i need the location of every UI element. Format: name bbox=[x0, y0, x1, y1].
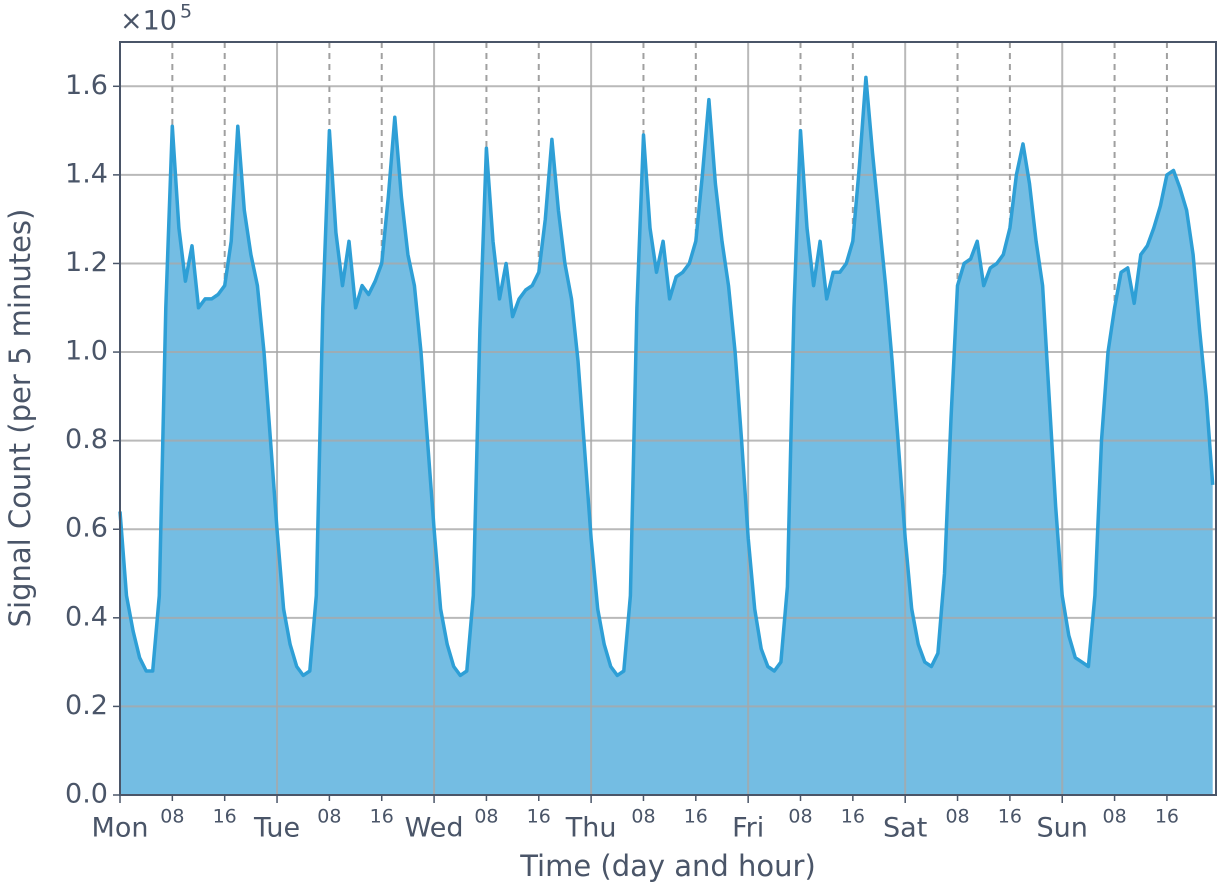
line bbox=[118, 75, 1215, 678]
minor-x-tick-label: 16 bbox=[841, 806, 865, 828]
minor-x-tick-label: 08 bbox=[474, 806, 498, 828]
minor-x-tick-label: 16 bbox=[684, 806, 708, 828]
x-tick-label: Sun bbox=[1037, 813, 1088, 844]
minor-x-tick-label: 08 bbox=[1102, 806, 1126, 828]
x-axis-label: Time (day and hour) bbox=[519, 849, 816, 883]
x-tick-label: Thu bbox=[565, 813, 617, 844]
minor-x-tick-label: 16 bbox=[1155, 806, 1179, 828]
y-axis-label: Signal Count (per 5 minutes) bbox=[3, 209, 37, 628]
y-tick-label: 0.2 bbox=[65, 690, 108, 721]
plot-frame bbox=[119, 41, 1217, 796]
x-tick-label: Tue bbox=[253, 813, 300, 844]
x-tick-label: Wed bbox=[405, 813, 464, 844]
y-tick-label: 1.2 bbox=[65, 247, 108, 278]
x-tick-label: Sat bbox=[883, 813, 927, 844]
y-tick-label: 1.4 bbox=[65, 158, 108, 189]
minor-x-tick-label: 08 bbox=[160, 806, 184, 828]
minor-x-tick-label: 16 bbox=[213, 806, 237, 828]
y-multiplier-exponent: 5 bbox=[180, 1, 192, 23]
x-tick-label: Mon bbox=[92, 813, 149, 844]
y-tick-label: 0.8 bbox=[65, 424, 108, 455]
minor-x-tick-label: 16 bbox=[527, 806, 551, 828]
minor-x-tick-label: 08 bbox=[945, 806, 969, 828]
minor-x-tick-label: 16 bbox=[998, 806, 1022, 828]
y-tick-label: 1.6 bbox=[65, 70, 108, 101]
y-tick-label: 0.4 bbox=[65, 601, 108, 632]
minor-x-tick-label: 08 bbox=[317, 806, 341, 828]
y-tick-label: 0.6 bbox=[65, 513, 108, 544]
x-tick-label: Fri bbox=[732, 813, 764, 844]
y-tick-label: 0.0 bbox=[65, 779, 108, 810]
minor-x-tick-label: 08 bbox=[788, 806, 812, 828]
minor-x-tick-label: 16 bbox=[370, 806, 394, 828]
y-tick-label: 1.0 bbox=[65, 336, 108, 367]
y-multiplier: ×10 bbox=[120, 6, 177, 37]
area-fill bbox=[120, 77, 1213, 795]
minor-x-tick-label: 08 bbox=[631, 806, 655, 828]
